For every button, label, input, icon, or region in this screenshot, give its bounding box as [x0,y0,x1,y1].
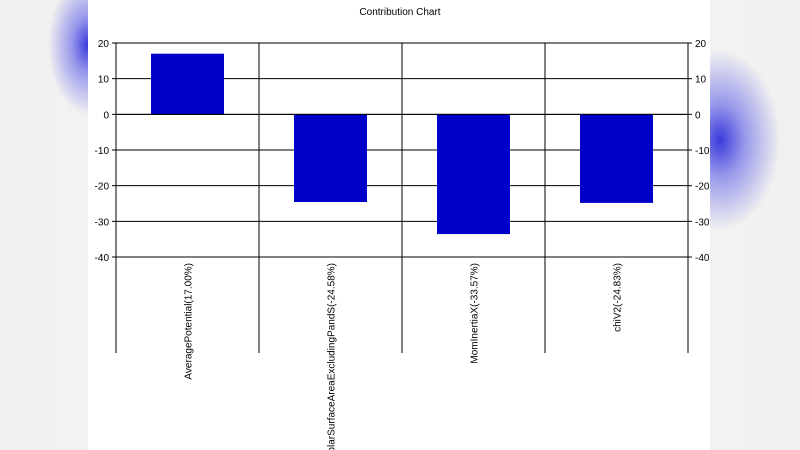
y-tick-label-left: 0 [103,110,109,121]
y-tick-label-left: 20 [98,39,110,50]
bar [580,114,653,203]
y-tick-label-right: -30 [695,217,710,228]
y-tick-label-right: -20 [695,182,710,193]
x-tick-label: MomInertiaX(-33.57%) [470,263,481,364]
x-tick-label: PolarSurfaceAreaExcludingPandS(-24.58%) [327,263,338,450]
y-tick-label-right: 20 [695,39,707,50]
y-tick-label-left: -30 [95,217,110,228]
bar [151,53,224,115]
y-tick-label-left: -20 [95,182,110,193]
x-tick-label: AveragePotential(17.00%) [184,263,195,380]
y-tick-label-left: -40 [95,253,110,264]
y-tick-label-left: 10 [98,75,110,86]
y-tick-label-left: -10 [95,146,110,157]
y-tick-label-right: 10 [695,75,707,86]
bar [437,114,510,235]
y-tick-label-right: -40 [695,253,710,264]
y-tick-label-right: -10 [695,146,710,157]
chart-title: Contribution Chart [359,7,440,18]
x-tick-label: chiV2(-24.83%) [613,263,624,332]
y-tick-label-right: 0 [695,110,701,121]
bar [294,114,367,203]
